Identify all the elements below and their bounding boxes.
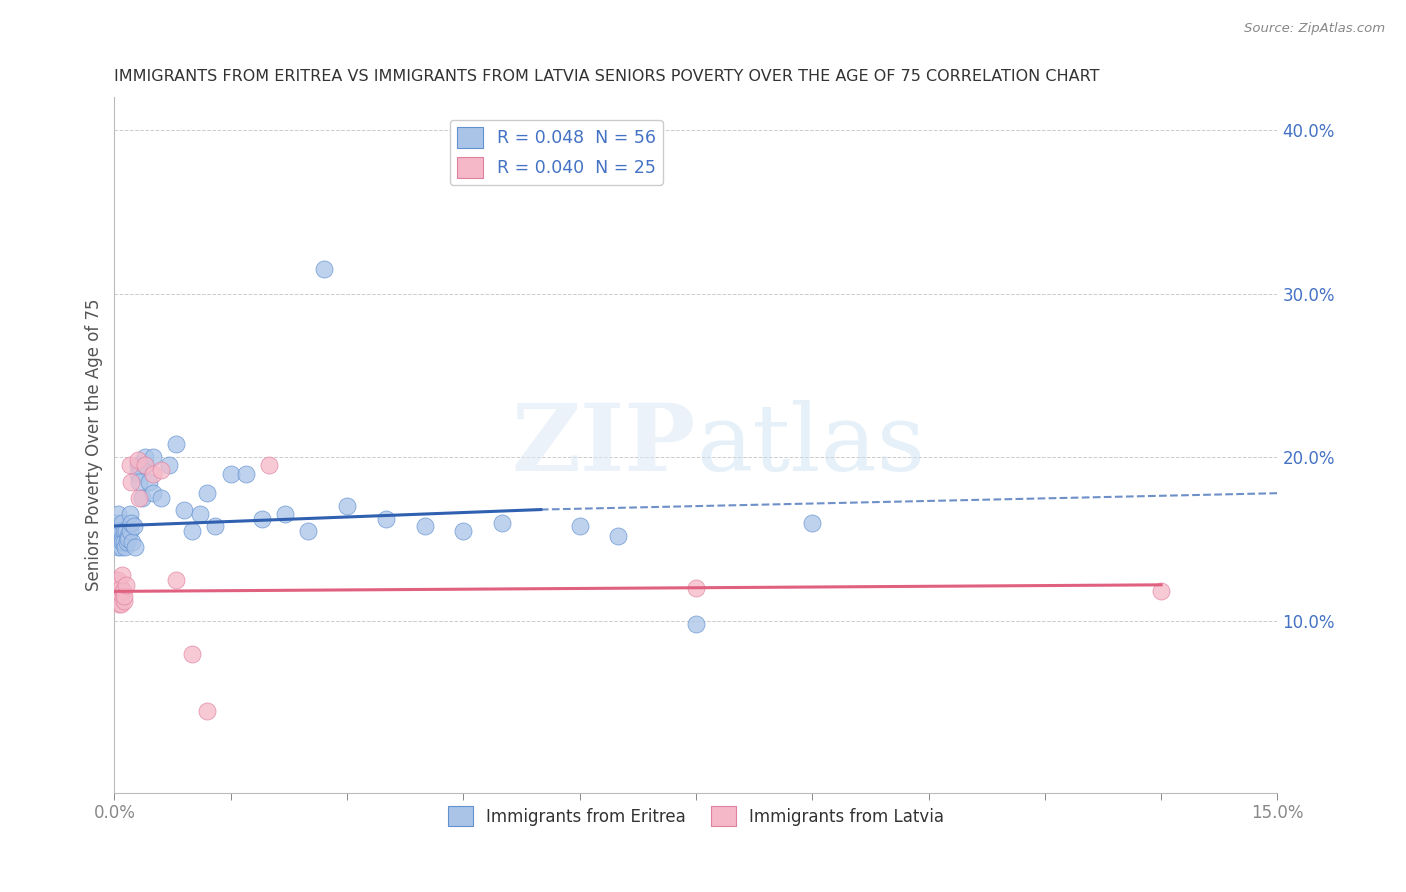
Point: [121, 535, 143, 549]
Point: [114, 535, 136, 549]
Point: [108, 589, 131, 603]
Point: [165, 573, 187, 587]
Point: [111, 584, 134, 599]
Legend: Immigrants from Eritrea, Immigrants from Latvia: Immigrants from Eritrea, Immigrants from…: [441, 799, 950, 833]
Point: [111, 535, 134, 549]
Point: [142, 486, 165, 500]
Point: [149, 491, 172, 505]
Point: [568, 519, 591, 533]
Point: [118, 508, 141, 522]
Point: [188, 508, 211, 522]
Point: [117, 529, 139, 543]
Point: [107, 540, 129, 554]
Point: [115, 535, 138, 549]
Point: [197, 704, 219, 718]
Point: [107, 508, 129, 522]
Point: [149, 463, 172, 477]
Y-axis label: Seniors Poverty Over the Age of 75: Seniors Poverty Over the Age of 75: [86, 299, 103, 591]
Point: [1150, 584, 1173, 599]
Text: IMMIGRANTS FROM ERITREA VS IMMIGRANTS FROM LATVIA SENIORS POVERTY OVER THE AGE O: IMMIGRANTS FROM ERITREA VS IMMIGRANTS FR…: [114, 69, 1099, 84]
Point: [114, 540, 136, 554]
Point: [111, 568, 134, 582]
Point: [134, 450, 156, 465]
Point: [219, 467, 242, 481]
Point: [107, 573, 129, 587]
Point: [235, 467, 257, 481]
Point: [108, 598, 131, 612]
Point: [204, 519, 226, 533]
Point: [104, 573, 127, 587]
Point: [128, 475, 150, 489]
Point: [110, 532, 132, 546]
Point: [121, 475, 143, 489]
Point: [181, 524, 204, 538]
Point: [685, 617, 707, 632]
Point: [142, 467, 165, 481]
Point: [801, 516, 824, 530]
Point: [114, 589, 136, 603]
Point: [115, 578, 138, 592]
Point: [127, 458, 149, 473]
Point: [274, 508, 297, 522]
Point: [197, 486, 219, 500]
Point: [131, 491, 153, 505]
Point: [127, 453, 149, 467]
Point: [111, 532, 134, 546]
Point: [110, 524, 132, 538]
Point: [111, 516, 134, 530]
Point: [134, 458, 156, 473]
Point: [173, 502, 195, 516]
Point: [124, 540, 146, 554]
Point: [112, 524, 135, 538]
Point: [118, 524, 141, 538]
Point: [117, 532, 139, 546]
Point: [142, 450, 165, 465]
Point: [374, 512, 396, 526]
Point: [104, 524, 127, 538]
Point: [108, 524, 131, 538]
Text: Source: ZipAtlas.com: Source: ZipAtlas.com: [1244, 22, 1385, 36]
Point: [250, 512, 273, 526]
Point: [607, 529, 630, 543]
Point: [122, 519, 145, 533]
Point: [336, 500, 359, 514]
Point: [110, 598, 132, 612]
Point: [105, 589, 128, 603]
Text: ZIP: ZIP: [512, 400, 696, 490]
Point: [108, 532, 131, 546]
Point: [138, 475, 160, 489]
Point: [685, 581, 707, 595]
Point: [128, 491, 150, 505]
Text: atlas: atlas: [696, 400, 925, 490]
Point: [112, 594, 135, 608]
Point: [110, 540, 132, 554]
Point: [453, 524, 475, 538]
Point: [121, 516, 143, 530]
Point: [312, 262, 335, 277]
Point: [157, 458, 180, 473]
Point: [259, 458, 281, 473]
Point: [181, 647, 204, 661]
Point: [115, 524, 138, 538]
Point: [165, 437, 187, 451]
Point: [491, 516, 513, 530]
Point: [118, 458, 141, 473]
Point: [413, 519, 436, 533]
Point: [110, 581, 132, 595]
Point: [105, 516, 128, 530]
Point: [134, 458, 156, 473]
Point: [297, 524, 319, 538]
Point: [127, 467, 149, 481]
